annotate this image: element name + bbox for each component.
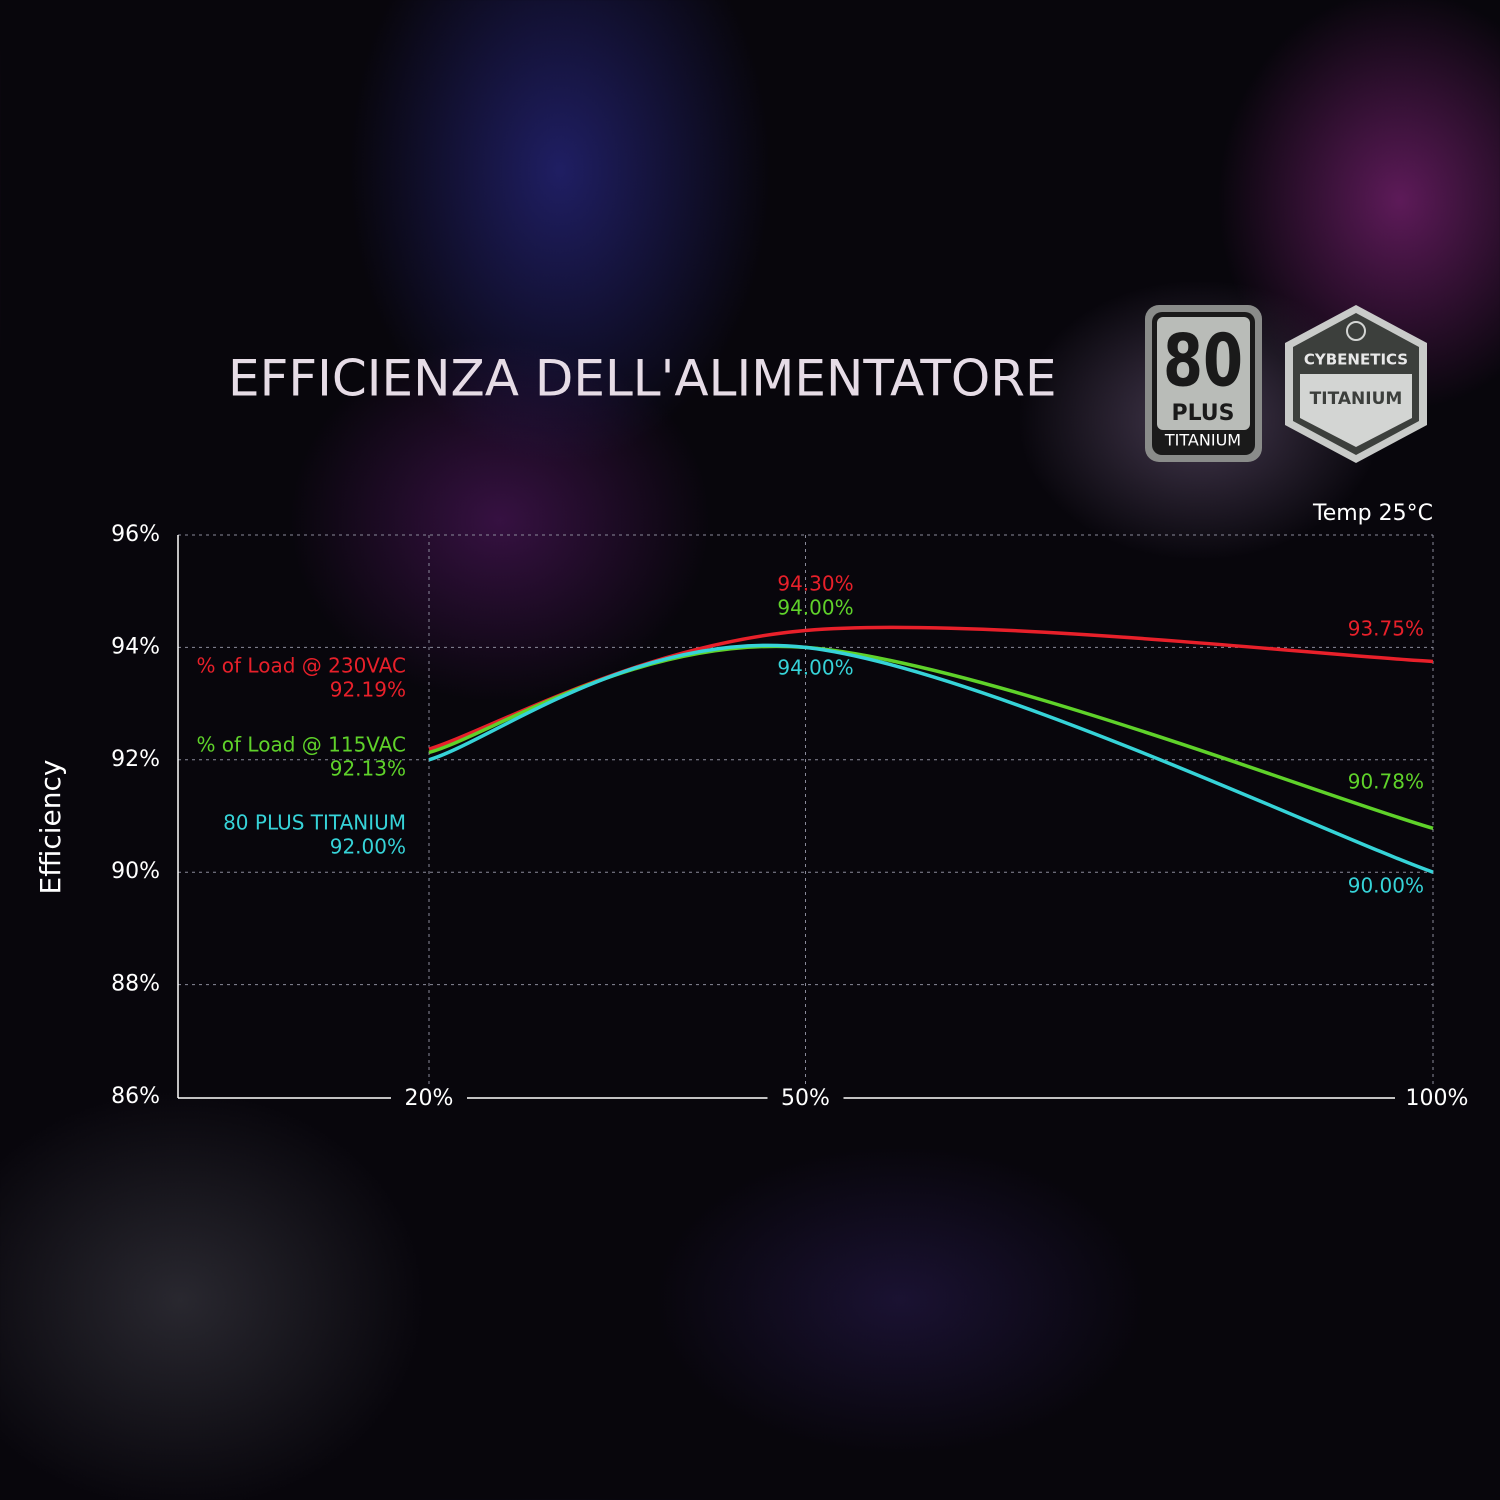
badge-panel (1300, 374, 1412, 447)
y-tick-label: 90% (111, 859, 160, 884)
y-axis-label: Efficiency (34, 760, 67, 895)
plot: 86% 88% 90% 92% 94% 96% 20% 50% 100% % of Load @ … (111, 522, 1468, 1111)
y-tick-label: 88% (111, 972, 160, 997)
y-tick-label: 96% (111, 522, 160, 547)
chart-title: EFFICIENZA DELL'ALIMENTATORE (228, 350, 1057, 408)
x-tick-label: 50% (781, 1086, 830, 1111)
cybenetics-badge: CYBENETICS TITANIUM (1285, 305, 1427, 463)
data-label: 92.19% (330, 678, 406, 702)
plus-badge: 80 PLUS TITANIUM (1145, 305, 1262, 462)
annotation: Temp 25°C (1312, 501, 1433, 526)
data-label: 93.75% (1348, 617, 1424, 641)
data-label: 94.30% (777, 572, 853, 596)
legend-label: 80 PLUS TITANIUM (223, 811, 406, 835)
data-label: 92.13% (330, 757, 406, 781)
legend-label: % of Load @ 230VAC (196, 654, 406, 678)
y-tick-label: 94% (111, 634, 160, 659)
data-label: 90.78% (1348, 770, 1424, 794)
series-line (428, 644, 1434, 831)
badge-level: TITANIUM (1164, 431, 1241, 450)
data-label: 94.00% (777, 596, 853, 620)
badge-number: 80 (1163, 319, 1243, 403)
y-tick-label: 86% (111, 1084, 160, 1109)
series-line (428, 643, 1434, 874)
badge-name: CYBENETICS (1304, 351, 1408, 369)
badge-icon (1346, 321, 1366, 341)
legend-label: % of Load @ 115VAC (196, 733, 406, 757)
y-tick-label: 92% (111, 747, 160, 772)
badge-word: PLUS (1171, 401, 1234, 426)
data-label: 92.00% (330, 835, 406, 859)
badge-level: TITANIUM (1310, 389, 1403, 409)
data-label: 94.00% (777, 656, 853, 680)
x-tick-label: 20% (405, 1086, 454, 1111)
badge-panel (1157, 317, 1250, 430)
data-label: 90.00% (1348, 874, 1424, 898)
x-tick-label: 100% (1406, 1086, 1469, 1111)
